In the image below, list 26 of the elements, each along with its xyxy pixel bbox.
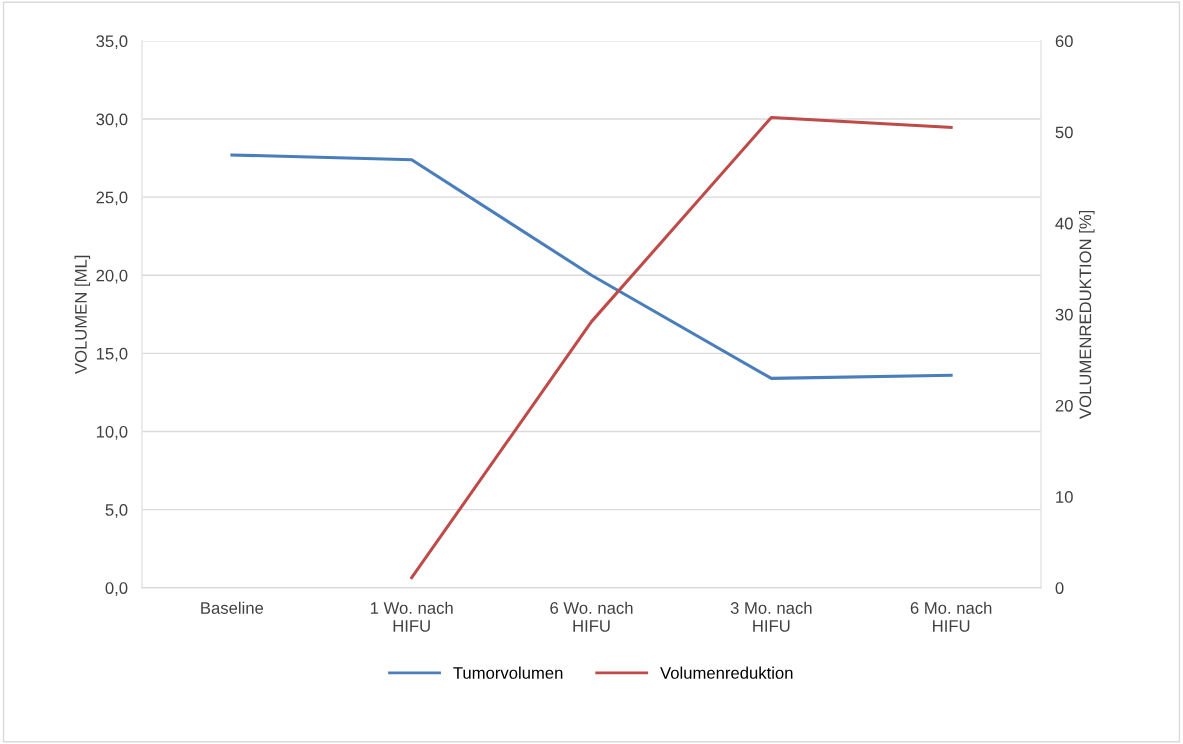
y2-axis-title: VOLUMENREDUKTION [%] (1079, 210, 1095, 419)
y2-tick-label: 10 (1056, 491, 1073, 503)
x-tick-label: 3 Mo. nach HIFU (730, 601, 812, 632)
y-tick-label: 15,0 (96, 347, 128, 362)
y-tick-label: 20,0 (96, 269, 128, 284)
y-axis-title: VOLUMEN [ML] (74, 255, 91, 374)
y2-tick-label: 0 (1055, 582, 1064, 594)
y2-tick-label: 30 (1055, 308, 1073, 321)
y2-tick-label: 50 (1055, 126, 1073, 139)
x-tick-label: 6 Wo. nach HIFU (550, 601, 633, 632)
line-series (230, 153, 953, 380)
legend-label: Volumenreduktion (660, 666, 793, 679)
y-tick-label: 5,0 (105, 504, 128, 518)
y-tick-label: 30,0 (96, 113, 128, 128)
y-tick-label: 35,0 (96, 35, 128, 50)
y2-tick-label: 20 (1055, 399, 1073, 412)
x-tick-label: Baseline (201, 601, 264, 614)
legend-label: Tumorvolumen (453, 666, 563, 679)
x-tick-label: 1 Wo. nach HIFU (370, 601, 453, 632)
x-tick-label: 6 Mo. nach HIFU (910, 601, 992, 632)
y-tick-label: 0,0 (105, 582, 128, 596)
line-series (410, 115, 953, 580)
y2-tick-label: 40 (1055, 217, 1073, 230)
y2-tick-label: 60 (1055, 35, 1073, 48)
y-tick-label: 25,0 (96, 191, 128, 206)
y-tick-label: 10,0 (96, 425, 128, 440)
